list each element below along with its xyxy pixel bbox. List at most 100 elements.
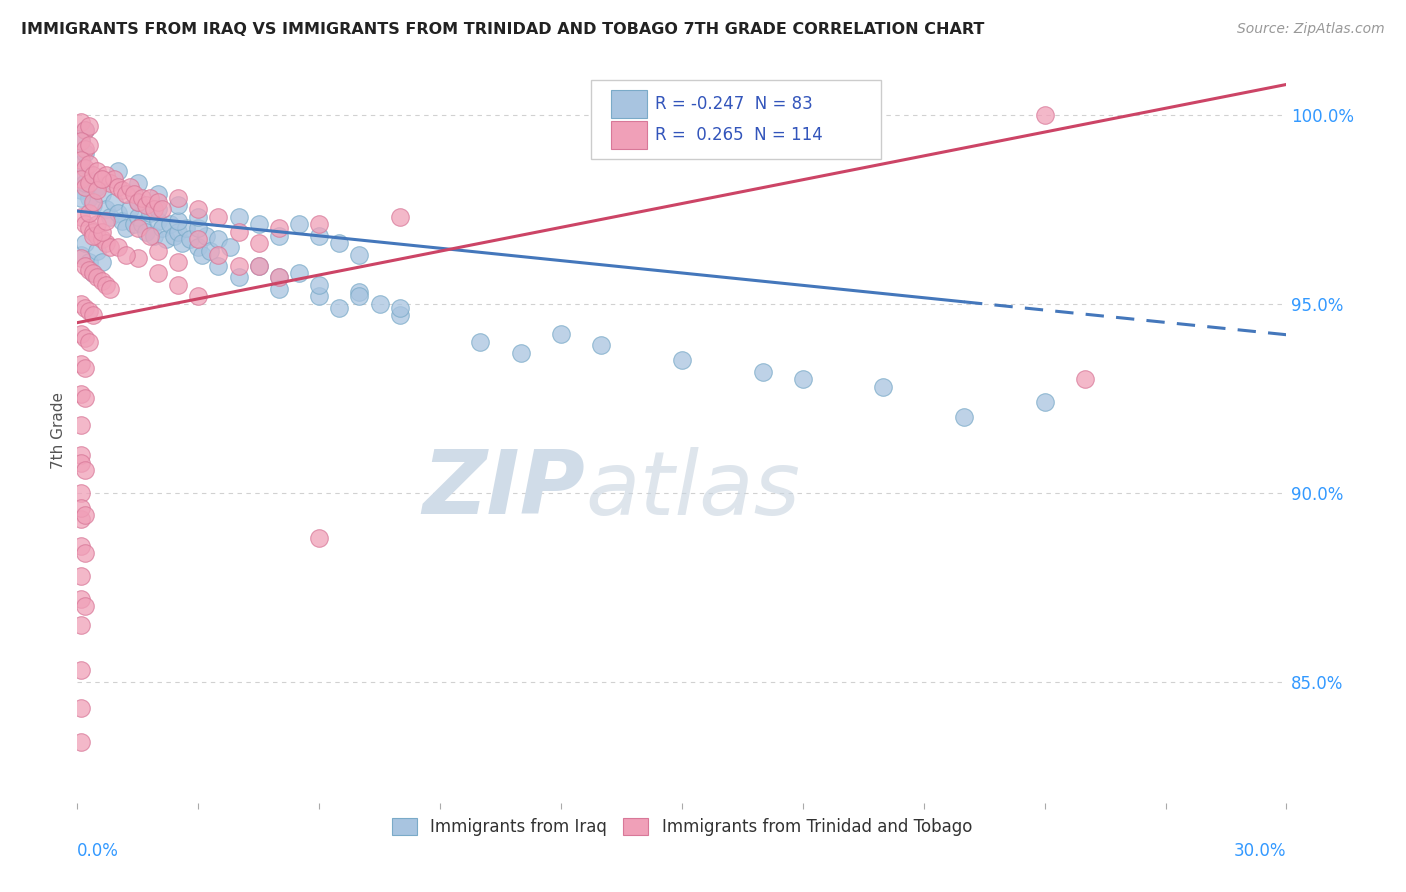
Point	[75, 142, 97, 156]
Point	[70, 569, 93, 583]
Point	[94, 213, 117, 227]
Point	[82, 267, 104, 281]
Point	[70, 500, 93, 515]
Point	[114, 187, 136, 202]
Point	[247, 236, 270, 251]
Point	[70, 115, 93, 129]
Point	[167, 277, 190, 292]
Point	[163, 228, 186, 243]
Point	[228, 225, 250, 239]
Point	[247, 259, 270, 273]
Point	[207, 259, 229, 273]
Point	[70, 153, 93, 167]
Point	[388, 301, 411, 315]
Point	[75, 546, 97, 560]
Point	[86, 228, 108, 243]
Point	[82, 168, 104, 182]
Point	[94, 168, 117, 182]
Point	[86, 179, 108, 194]
Point	[368, 297, 391, 311]
Point	[75, 161, 97, 175]
Point	[150, 202, 173, 217]
Point	[159, 217, 181, 231]
Point	[107, 179, 129, 194]
Point	[288, 267, 311, 281]
Y-axis label: 7th Grade: 7th Grade	[51, 392, 66, 469]
Point	[146, 244, 169, 258]
Point	[139, 191, 162, 205]
Point	[550, 326, 572, 341]
Point	[70, 297, 93, 311]
Point	[70, 456, 93, 470]
Point	[107, 240, 129, 254]
Point	[70, 448, 93, 462]
Point	[349, 289, 371, 303]
Point	[82, 267, 104, 281]
Point	[114, 247, 136, 261]
Point	[135, 198, 157, 212]
Point	[70, 618, 93, 632]
Point	[82, 194, 104, 209]
Point	[207, 210, 229, 224]
Point	[187, 289, 209, 303]
Point	[228, 259, 250, 273]
Point	[70, 539, 93, 553]
Point	[79, 206, 101, 220]
Point	[207, 232, 229, 246]
Point	[70, 191, 93, 205]
Point	[122, 217, 145, 231]
Point	[90, 274, 112, 288]
Point	[70, 326, 93, 341]
Point	[90, 172, 112, 186]
Point	[187, 221, 209, 235]
Point	[98, 210, 121, 224]
Point	[167, 198, 190, 212]
Point	[388, 308, 411, 322]
Point	[70, 172, 93, 186]
Point	[70, 664, 93, 678]
Point	[328, 236, 350, 251]
Point	[267, 270, 290, 285]
Point	[70, 134, 93, 148]
Point	[98, 240, 121, 254]
Point	[247, 259, 270, 273]
Point	[75, 145, 97, 160]
Point	[70, 591, 93, 606]
Point	[79, 262, 101, 277]
Point	[94, 236, 117, 251]
Text: R = -0.247  N = 83: R = -0.247 N = 83	[655, 95, 813, 113]
Point	[228, 270, 250, 285]
Point	[86, 270, 108, 285]
Point	[1033, 108, 1056, 122]
Point	[146, 267, 169, 281]
Point	[207, 247, 229, 261]
Point	[75, 176, 97, 190]
Point	[127, 210, 149, 224]
Point	[118, 179, 141, 194]
Point	[82, 228, 104, 243]
Text: ZIP: ZIP	[422, 447, 585, 533]
Point	[671, 353, 693, 368]
Point	[872, 380, 894, 394]
Point	[308, 277, 330, 292]
Point	[308, 217, 330, 231]
Point	[509, 346, 531, 360]
FancyBboxPatch shape	[610, 90, 647, 118]
Point	[75, 331, 97, 345]
Point	[131, 217, 153, 231]
Point	[70, 357, 93, 371]
Point	[146, 213, 169, 227]
Point	[167, 225, 190, 239]
Point	[187, 202, 209, 217]
Point	[187, 232, 209, 246]
Point	[187, 240, 209, 254]
Point	[267, 221, 290, 235]
Point	[167, 191, 190, 205]
Point	[79, 255, 101, 269]
Point	[75, 236, 97, 251]
Point	[79, 176, 101, 190]
Point	[94, 277, 117, 292]
Point	[155, 232, 177, 246]
Text: R =  0.265  N = 114: R = 0.265 N = 114	[655, 126, 823, 144]
Point	[247, 217, 270, 231]
